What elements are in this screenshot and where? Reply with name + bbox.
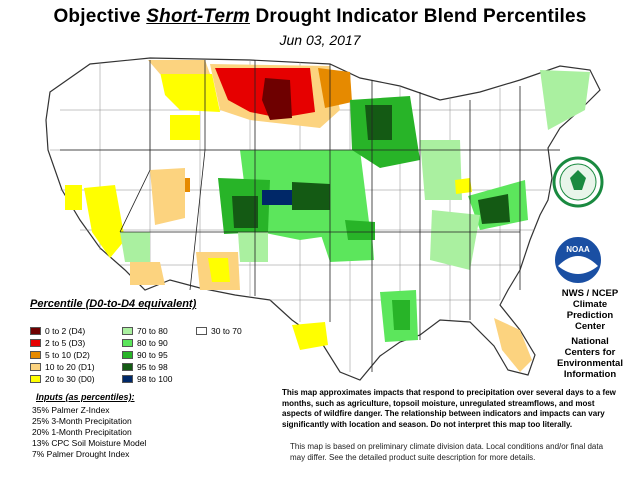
map-title: Objective Short-Term Drought Indicator B… [0, 6, 640, 28]
region-green-nm-light [238, 232, 268, 262]
legend-item: 0 to 2 (D4) [30, 326, 85, 336]
noaa-text: NOAA [566, 245, 590, 254]
region-d0-texas [292, 322, 328, 350]
region-blue-kansas [262, 190, 292, 205]
region-green-dark-louisiana [392, 300, 410, 330]
legend-label: 5 to 10 (D2) [45, 350, 90, 360]
legend: 0 to 2 (D4) 2 to 5 (D3) 5 to 10 (D2) 10 … [30, 326, 270, 386]
input-item: 13% CPC Soil Moisture Model [32, 438, 147, 448]
drought-regions [65, 60, 590, 372]
legend-title: Percentile (D0-to-D4 equivalent) [30, 298, 197, 310]
input-item: 7% Palmer Drought Index [32, 449, 130, 459]
region-d1-arizona [130, 262, 165, 285]
nws-logo [552, 156, 604, 208]
legend-item: 98 to 100 [122, 374, 172, 384]
legend-item: 90 to 95 [122, 350, 168, 360]
region-d1-utah [150, 168, 185, 225]
agency-line: National [571, 336, 609, 347]
region-d1-florida [494, 318, 532, 372]
state-borders [60, 60, 560, 372]
legend-item: 70 to 80 [122, 326, 168, 336]
inputs-list: 35% Palmer Z-Index 25% 3-Month Precipita… [32, 405, 146, 460]
legend-label: 80 to 90 [137, 338, 168, 348]
map-date: Jun 03, 2017 [279, 32, 361, 48]
legend-label: 20 to 30 (D0) [45, 374, 95, 384]
legend-swatch [30, 351, 41, 359]
region-d0-nevada [65, 185, 82, 210]
legend-label: 98 to 100 [137, 374, 173, 384]
title-emphasis: Short-Term [146, 6, 250, 27]
region-d0-california [84, 185, 125, 258]
agency-line: Centers for [564, 347, 616, 358]
title-prefix: Objective [53, 6, 141, 27]
map-note-main: This map approximates impacts that respo… [282, 388, 616, 429]
legend-item: 95 to 98 [122, 362, 168, 372]
legend-label: 30 to 70 [211, 326, 242, 336]
region-d4-dakotas [262, 78, 292, 120]
region-d1-montana [148, 60, 210, 74]
legend-label: 95 to 98 [137, 362, 168, 372]
legend-item: 2 to 5 (D3) [30, 338, 85, 348]
agency-line: Environmental [557, 358, 623, 369]
input-item: 35% Palmer Z-Index [32, 405, 110, 415]
legend-item: 80 to 90 [122, 338, 168, 348]
region-green-dark-missouri [345, 220, 375, 240]
region-d0-ohio [455, 178, 472, 194]
legend-swatch [30, 363, 41, 371]
region-green-light-midwest [420, 140, 462, 200]
agency-line: Information [563, 369, 617, 380]
agency-line: Climate [572, 299, 608, 310]
agency-text: NWS / NCEP Climate Prediction Center Nat… [540, 288, 640, 380]
legend-label: 2 to 5 (D3) [45, 338, 86, 348]
agency-line: Center [574, 321, 606, 332]
legend-label: 90 to 95 [137, 350, 168, 360]
region-green-arizona-light [120, 232, 150, 262]
region-green-darkest-colorado [232, 196, 258, 228]
region-green-darkest-wisconsin [365, 105, 392, 140]
legend-label: 10 to 20 (D1) [45, 362, 95, 372]
region-green-dark-kansas [292, 182, 330, 210]
title-suffix: Drought Indicator Blend Percentiles [255, 6, 587, 27]
legend-item: 10 to 20 (D1) [30, 362, 95, 372]
noaa-logo: NOAA [553, 235, 603, 285]
legend-item: 30 to 70 [196, 326, 242, 336]
region-green-dark-virginia [478, 194, 510, 224]
map-note-secondary: This map is based on preliminary climate… [290, 442, 604, 462]
legend-swatch [122, 375, 133, 383]
legend-swatch [196, 327, 207, 335]
region-green-southeast [430, 210, 480, 270]
input-item: 25% 3-Month Precipitation [32, 416, 132, 426]
region-d2-east-dakota [318, 68, 352, 108]
legend-swatch [30, 375, 41, 383]
legend-swatch [30, 327, 41, 335]
region-green-new-england [540, 70, 590, 130]
inputs-title: Inputs (as percentiles): [36, 392, 135, 402]
legend-label: 70 to 80 [137, 326, 168, 336]
legend-swatch [30, 339, 41, 347]
agency-line: Prediction [566, 310, 614, 321]
legend-swatch [122, 327, 133, 335]
region-d0-new-mexico [208, 258, 230, 282]
legend-item: 20 to 30 (D0) [30, 374, 95, 384]
legend-label: 0 to 2 (D4) [45, 326, 86, 336]
legend-item: 5 to 10 (D2) [30, 350, 90, 360]
legend-swatch [122, 363, 133, 371]
agency-line: NWS / NCEP [561, 288, 619, 299]
legend-swatch [122, 351, 133, 359]
region-d0-idaho [170, 115, 200, 140]
input-item: 20% 1-Month Precipitation [32, 427, 132, 437]
legend-swatch [122, 339, 133, 347]
